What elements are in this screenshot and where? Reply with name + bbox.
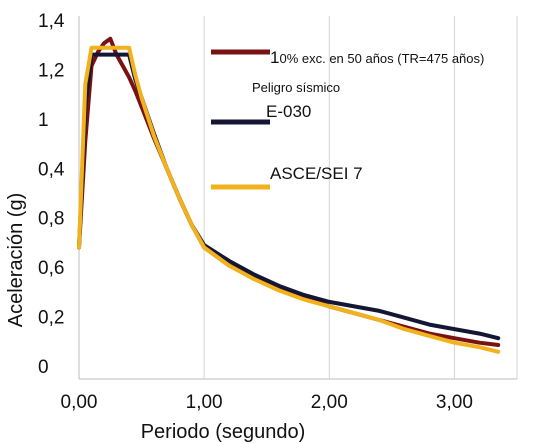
x-tick-labels: 0,00 1,00 2,00 3,00: [61, 392, 473, 413]
y-axis-title: Aceleración (g): [5, 193, 27, 328]
x-gridlines: [203, 16, 518, 379]
legend-label-series-2: E-030: [266, 102, 311, 121]
x-tick-label: 3,00: [436, 392, 473, 413]
y-tick-label: 1,2: [38, 60, 64, 81]
y-tick-label: 1: [38, 110, 49, 131]
legend: 10% exc. en 50 años (TR=475 años) Peligr…: [211, 48, 484, 190]
legend-label-series-3: ASCE/SEI 7: [270, 164, 363, 183]
y-tick-label: 0,8: [38, 209, 64, 230]
y-tick-label: 0,4: [38, 159, 65, 180]
x-tick-label: 2,00: [311, 392, 348, 413]
legend-label-series-1: 10% exc. en 50 años (TR=475 años): [270, 48, 484, 67]
x-axis-title: Periodo (segundo): [141, 421, 306, 443]
series-lines: [77, 36, 501, 354]
y-tick-label: 0: [38, 357, 49, 378]
y-tick-labels: 1,4 1,2 1 0,4 0,8 0,6 0,2 0: [38, 11, 65, 378]
series-line-3: [77, 45, 501, 354]
y-tick-label: 1,4: [38, 11, 65, 32]
y-tick-label: 0,6: [38, 258, 64, 279]
legend-label-series-1-rest: 0% exc. en 50 años (TR=475 años): [279, 51, 484, 66]
x-tick-label: 1,00: [186, 392, 223, 413]
x-tick-label: 0,00: [61, 392, 98, 413]
legend-note: Peligro sísmico: [252, 80, 340, 95]
y-tick-label: 0,2: [38, 308, 64, 329]
